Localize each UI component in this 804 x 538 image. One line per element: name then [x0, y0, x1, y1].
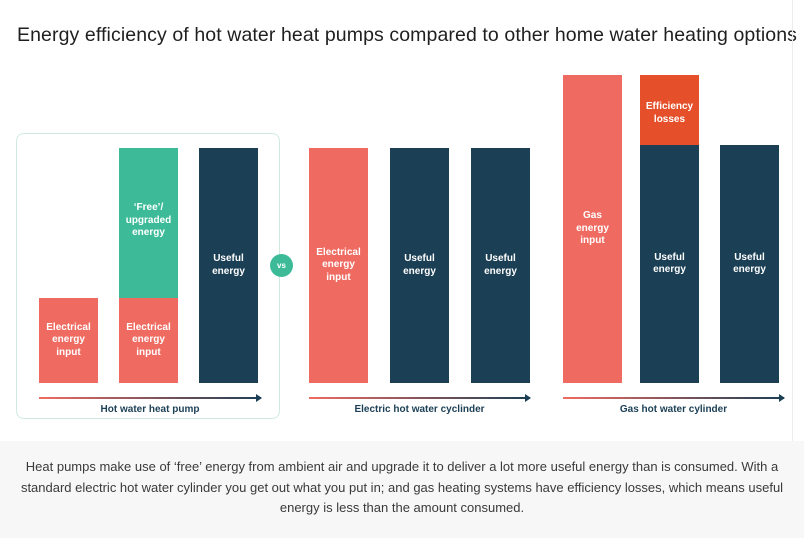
- axis-arrow: [39, 394, 262, 401]
- caption: Heat pumps make use of ‘free’ energy fro…: [20, 459, 784, 515]
- bar-segment-electrical: Electrical energy input: [309, 148, 368, 383]
- bar-segment-electrical: Electrical energy input: [39, 298, 98, 383]
- bar-segment-useful: Useful energy: [720, 145, 779, 383]
- vs-badge: vs: [270, 254, 293, 277]
- group-label: Gas hot water cylinder: [619, 404, 728, 415]
- divider: [792, 0, 793, 441]
- axis-arrow: [309, 394, 531, 401]
- chart-title: Energy efficiency of hot water heat pump…: [17, 24, 798, 46]
- group-label: Electric hot water cyclinder: [354, 404, 485, 415]
- bar-segment-free: ‘Free’/ upgraded energy: [119, 148, 178, 298]
- bar-segment-useful: Useful energy: [640, 145, 699, 383]
- caption-area: [0, 441, 804, 538]
- bar-segment-useful: Useful energy: [390, 148, 449, 383]
- bar-segment-gas: Gas energy input: [563, 75, 622, 383]
- axis-arrow: [563, 394, 785, 401]
- bar-segment-electrical: Electrical energy input: [119, 298, 178, 383]
- bar-segment-losses: Efficiency losses: [640, 75, 699, 145]
- bar-segment-useful: Useful energy: [471, 148, 530, 383]
- group-label: Hot water heat pump: [100, 404, 200, 415]
- bar-segment-useful: Useful energy: [199, 148, 258, 383]
